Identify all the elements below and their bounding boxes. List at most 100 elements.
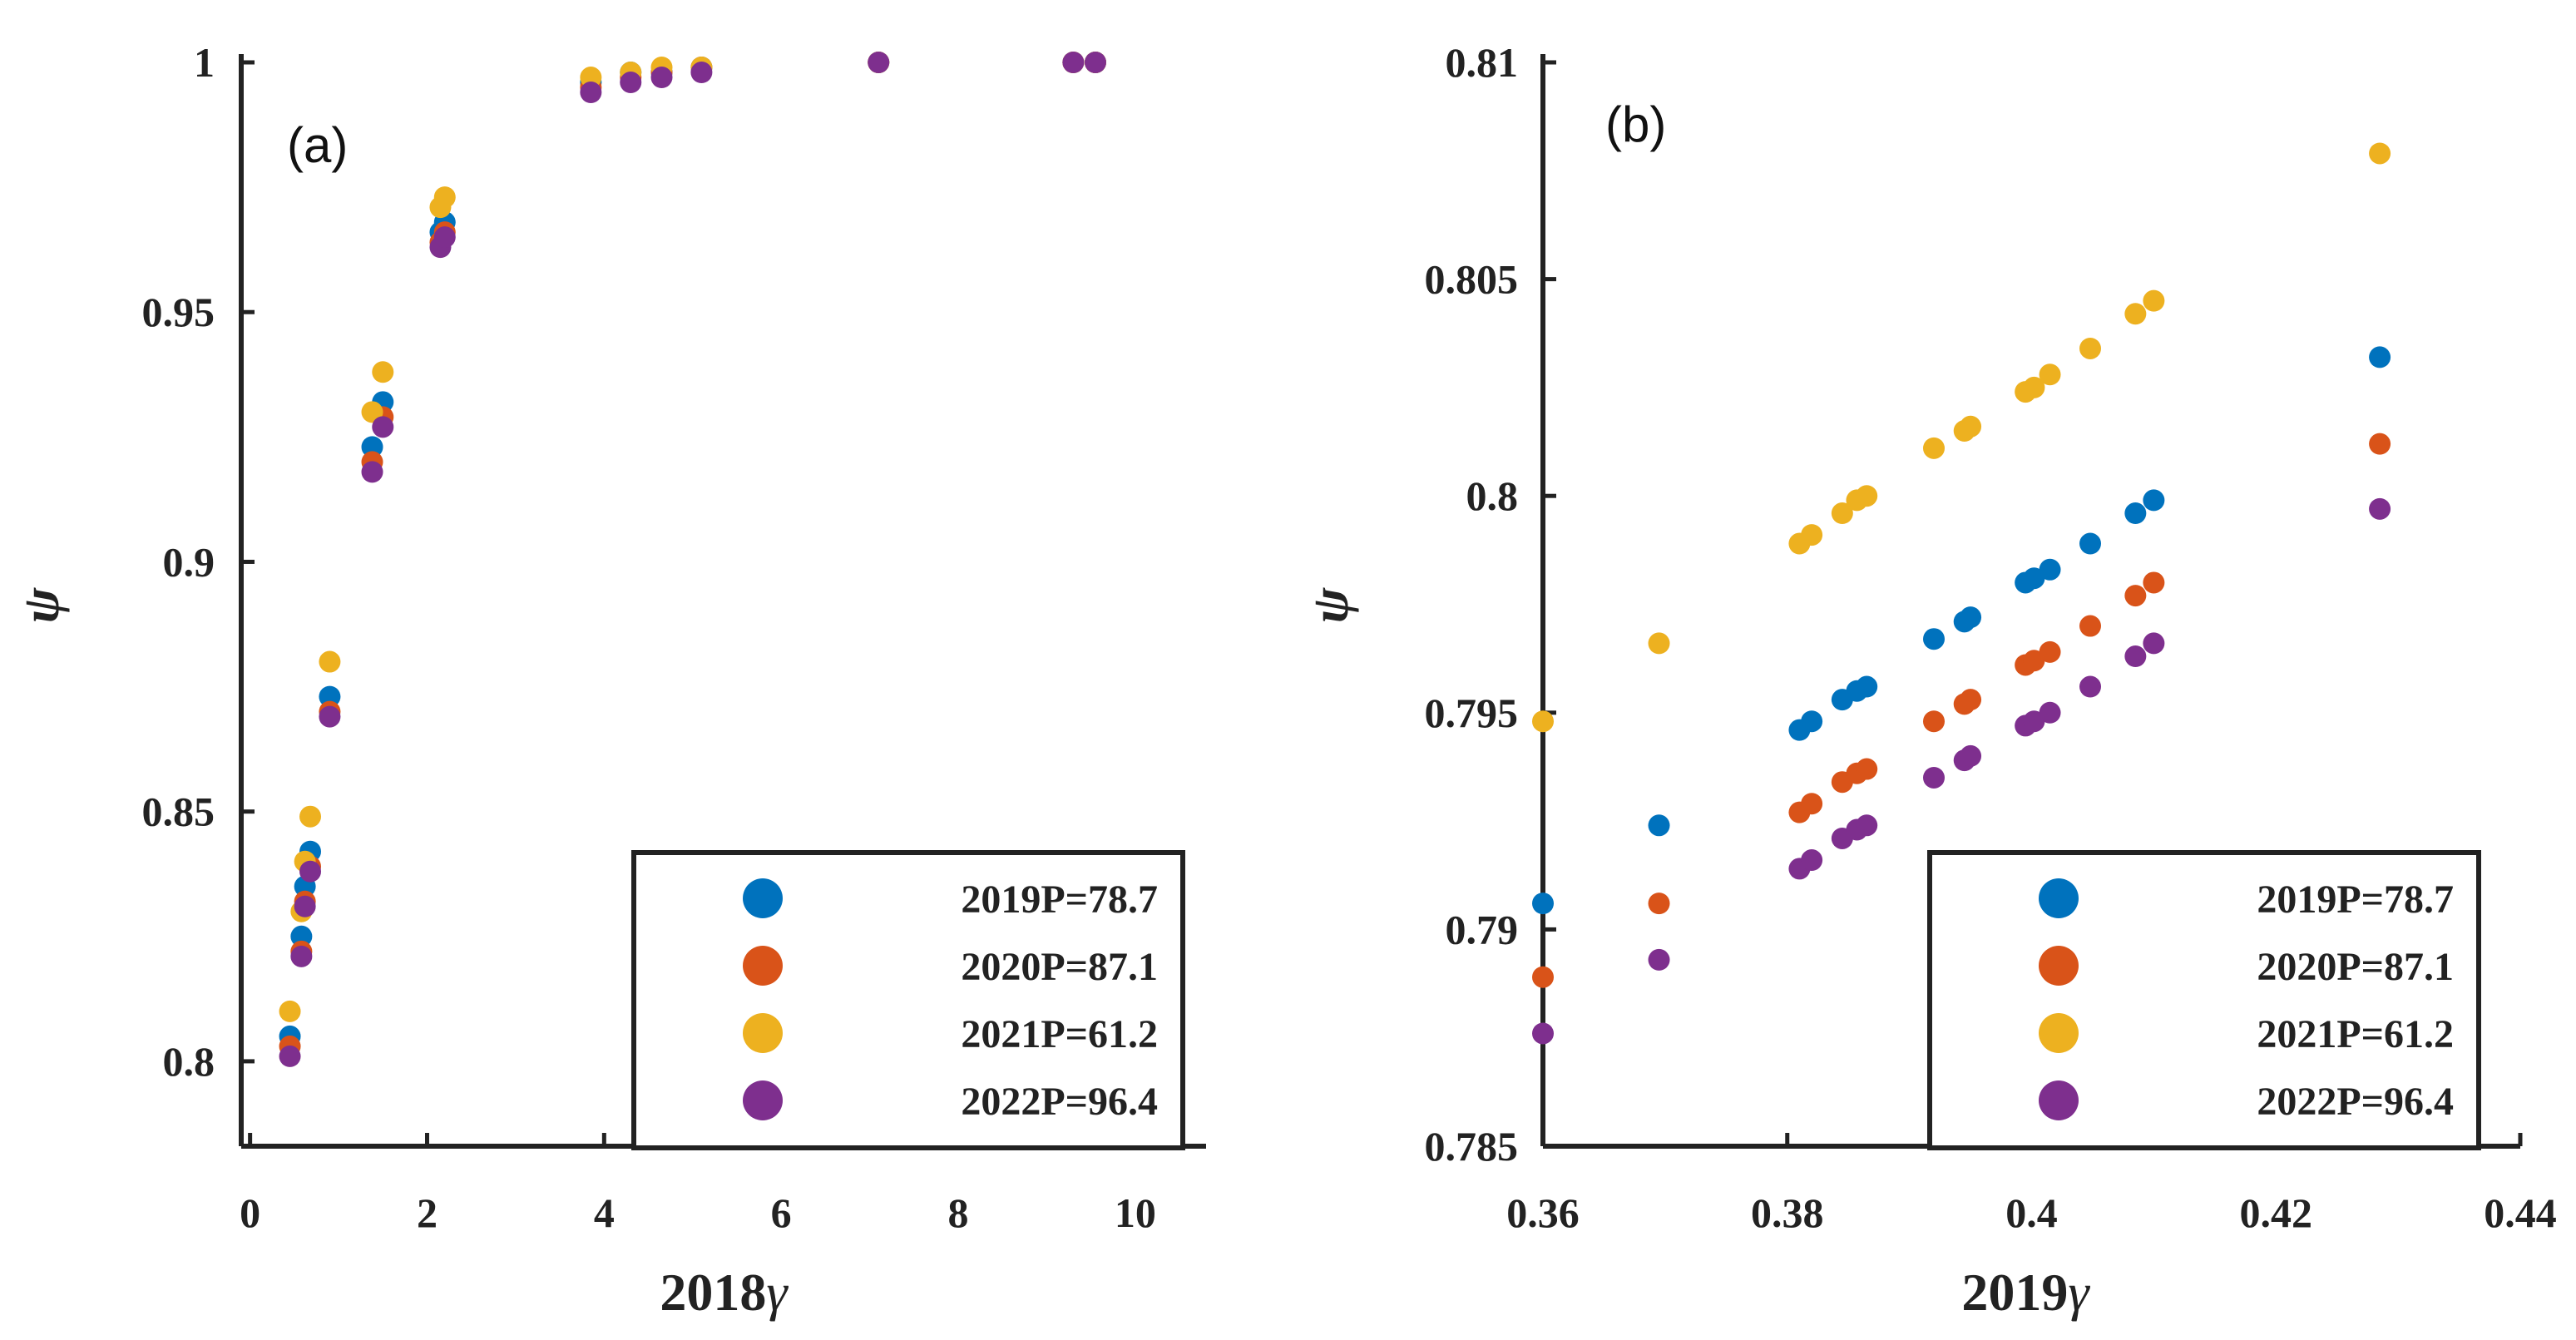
- data-point: [2039, 363, 2061, 386]
- panel-label: (b): [1605, 96, 1666, 152]
- y-tick-label: 0.8: [1466, 472, 1519, 519]
- legend-marker: [2039, 878, 2079, 918]
- data-point: [1648, 948, 1670, 971]
- data-point: [2143, 571, 2165, 594]
- data-point: [372, 361, 394, 383]
- legend-label: 2021P=61.2: [2257, 1012, 2454, 1056]
- data-point: [2023, 710, 2045, 733]
- data-point: [2079, 532, 2101, 555]
- legend-marker: [2039, 1013, 2079, 1053]
- data-point: [2039, 558, 2061, 581]
- data-point: [690, 62, 713, 84]
- legend: 2019P=78.7 2020P=87.1 2021P=61.2 2022P=96.4: [1927, 850, 2481, 1150]
- data-point: [1648, 814, 1670, 837]
- series-2: [1532, 142, 2391, 733]
- data-point: [2369, 497, 2391, 520]
- data-point: [1960, 606, 1982, 629]
- legend-label: 2020P=87.1: [961, 945, 1158, 989]
- panel-label: (a): [287, 117, 348, 173]
- legend-label: 2019P=78.7: [2257, 878, 2454, 922]
- panel-b: 0.36 0.38 0.4 0.42 0.44 0.785 0.79 0.795 0.8 0.80…: [1300, 39, 2557, 1322]
- legend-marker: [743, 946, 783, 986]
- data-point: [1801, 793, 1823, 815]
- data-point: [1648, 632, 1670, 655]
- data-point: [290, 945, 313, 967]
- data-point: [1801, 710, 1823, 733]
- legend-box: [1927, 850, 2481, 1150]
- data-point: [2039, 640, 2061, 663]
- data-point: [299, 805, 322, 828]
- x-tick-label: 0.36: [1506, 1189, 1580, 1236]
- y-axis-label: ψ: [11, 586, 70, 623]
- data-point: [1856, 814, 1878, 837]
- data-point: [1532, 966, 1554, 988]
- data-point: [1062, 52, 1085, 73]
- data-point: [2079, 675, 2101, 698]
- y-tick-label: 0.85: [142, 789, 215, 835]
- data-point: [2079, 615, 2101, 637]
- data-point: [319, 705, 341, 728]
- data-point: [1856, 758, 1878, 780]
- x-tick-label: 8: [948, 1189, 969, 1236]
- series-3: [279, 52, 1106, 1067]
- y-axis-label: ψ: [1300, 586, 1359, 623]
- data-point: [1532, 1022, 1554, 1045]
- y-tick-label: 0.795: [1425, 690, 1519, 736]
- y-tick-label: 0.8: [163, 1038, 215, 1085]
- data-point: [1801, 849, 1823, 872]
- y-tick-label: 0.95: [142, 289, 215, 335]
- data-point: [319, 685, 341, 708]
- data-point: [372, 416, 394, 438]
- legend-label: 2022P=96.4: [2257, 1080, 2454, 1124]
- data-point: [2039, 701, 2061, 724]
- x-tick-label: 6: [771, 1189, 792, 1236]
- data-point: [2124, 645, 2147, 668]
- data-point: [1856, 675, 1878, 698]
- data-point: [1084, 52, 1106, 73]
- data-point: [1801, 524, 1823, 546]
- data-point: [361, 436, 383, 458]
- data-point: [1831, 502, 1853, 525]
- data-point: [290, 925, 313, 947]
- legend-label: 2021P=61.2: [961, 1012, 1158, 1056]
- legend-marker: [743, 878, 783, 918]
- series-3: [1532, 497, 2391, 1045]
- y-tick-label: 0.81: [1446, 39, 1519, 86]
- data-point: [433, 226, 456, 249]
- panel-a: 0 2 4 6 8 10 0.8 0.85 0.9 0.95 1 2018γ ψ (a) 2019P=78.…: [11, 39, 1206, 1322]
- data-point: [2124, 502, 2147, 525]
- data-point: [1923, 766, 1945, 789]
- data-point: [1960, 689, 1982, 711]
- legend-marker: [2039, 946, 2079, 986]
- data-point: [580, 82, 602, 104]
- legend: 2019P=78.7 2020P=87.1 2021P=61.2 2022P=96.4: [631, 850, 1185, 1150]
- data-point: [620, 72, 642, 94]
- data-point: [1648, 893, 1670, 915]
- y-tick-label: 0.785: [1425, 1123, 1519, 1169]
- data-point: [1960, 744, 1982, 767]
- legend-label: 2019P=78.7: [961, 878, 1158, 922]
- data-point: [1856, 485, 1878, 507]
- data-point: [1923, 710, 1945, 733]
- y-tick-label: 0.79: [1446, 906, 1519, 952]
- x-axis-label: 2019γ: [1961, 1263, 2090, 1322]
- data-point: [319, 650, 341, 673]
- data-point: [2143, 632, 2165, 655]
- y-tick-label: 0.805: [1425, 256, 1519, 303]
- data-point: [361, 401, 383, 423]
- legend-box: [631, 850, 1185, 1150]
- data-point: [2023, 376, 2045, 398]
- data-point: [2023, 650, 2045, 672]
- x-axis-label: 2018γ: [660, 1263, 789, 1322]
- series-0: [1532, 346, 2391, 915]
- data-point: [2023, 567, 2045, 590]
- data-point: [2124, 585, 2147, 607]
- data-point: [1923, 628, 1945, 650]
- data-point: [1532, 710, 1554, 733]
- data-point: [2369, 346, 2391, 368]
- x-tick-label: 2: [417, 1189, 438, 1236]
- legend-marker: [743, 1080, 783, 1120]
- x-tick-label: 0.4: [2005, 1189, 2058, 1236]
- x-tick-label: 0.44: [2484, 1189, 2557, 1236]
